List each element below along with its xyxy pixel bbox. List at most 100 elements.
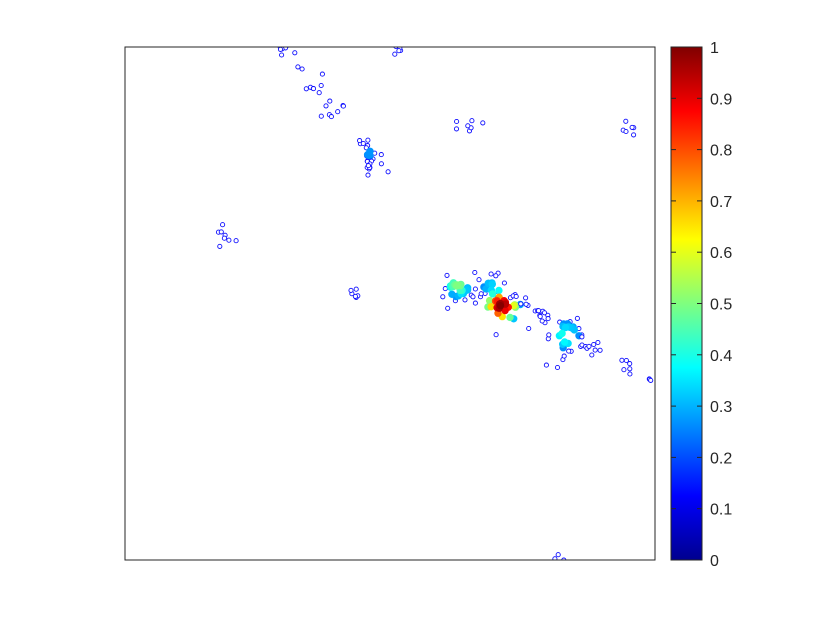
- data-point: [619, 357, 625, 363]
- data-point: [226, 237, 232, 243]
- data-point: [340, 103, 346, 109]
- data-point: [365, 137, 371, 143]
- data-point: [365, 172, 371, 178]
- data-point: [348, 287, 354, 293]
- colorbar-tick-label: 0.1: [710, 502, 732, 519]
- data-point: [303, 86, 309, 92]
- data-point: [495, 286, 503, 295]
- data-point: [472, 300, 478, 306]
- data-point: [392, 51, 398, 57]
- colorbar-tick-label: 0.2: [710, 450, 732, 467]
- data-point: [279, 52, 285, 58]
- data-point: [561, 323, 570, 332]
- data-point: [220, 222, 226, 228]
- data-point: [316, 90, 322, 96]
- colorbar-ticks: 0 0.1 0.2 0.3 0.4 0.5 0.6 0.7 0.8 0.9 1: [671, 40, 732, 570]
- data-point: [299, 66, 305, 72]
- data-point: [488, 290, 497, 298]
- data-point: [579, 334, 585, 340]
- data-point: [591, 341, 597, 348]
- data-point: [574, 315, 580, 321]
- data-point: [472, 269, 478, 276]
- data-point: [561, 353, 567, 359]
- data-point: [623, 128, 629, 135]
- data-point: [552, 556, 558, 560]
- data-point: [360, 140, 366, 147]
- data-point: [365, 163, 371, 169]
- data-point: [513, 293, 519, 300]
- colorbar-tick-label: 0.4: [710, 348, 732, 365]
- data-point: [488, 271, 494, 277]
- data-point: [539, 318, 545, 324]
- data-point: [366, 147, 374, 156]
- data-point: [465, 123, 471, 129]
- data-point: [480, 120, 486, 126]
- data-point: [453, 281, 462, 289]
- data-point: [536, 308, 542, 314]
- heatmap-points: [215, 47, 654, 560]
- data-point: [523, 295, 529, 301]
- data-point: [444, 272, 450, 278]
- data-point: [352, 293, 358, 299]
- data-point: [487, 303, 495, 311]
- data-point: [472, 286, 478, 292]
- data-point: [353, 286, 359, 292]
- data-point: [629, 124, 635, 130]
- data-point: [292, 50, 298, 56]
- data-point: [526, 325, 532, 332]
- data-point: [378, 161, 384, 167]
- data-point: [295, 64, 301, 70]
- data-point: [442, 286, 448, 292]
- data-point: [221, 235, 227, 241]
- data-point: [448, 290, 456, 298]
- data-point: [470, 294, 476, 300]
- plot-area-background: [125, 47, 655, 560]
- data-point: [440, 294, 446, 300]
- colorbar-tick-label: 1: [710, 40, 719, 57]
- data-point: [555, 552, 561, 558]
- data-point: [318, 113, 324, 119]
- data-point: [478, 291, 484, 297]
- data-point: [518, 301, 524, 307]
- data-point: [501, 280, 507, 286]
- data-point: [586, 343, 592, 349]
- data-point: [357, 138, 363, 144]
- data-point: [310, 86, 317, 92]
- colorbar-tick-label: 0.7: [710, 194, 732, 211]
- data-point: [493, 273, 499, 279]
- data-point: [558, 329, 566, 338]
- data-point: [597, 347, 603, 353]
- colorbar-tick-label: 0.6: [710, 245, 732, 262]
- data-point: [627, 366, 633, 372]
- data-point: [496, 302, 505, 310]
- colorbar-tick-label: 0.5: [710, 297, 732, 314]
- data-point: [543, 362, 549, 368]
- data-point: [328, 114, 334, 120]
- data-point: [462, 297, 468, 303]
- data-point: [523, 301, 529, 307]
- data-point: [327, 98, 333, 104]
- data-point: [396, 48, 402, 54]
- colorbar-tick-label: 0.8: [710, 143, 732, 160]
- data-point: [385, 169, 391, 175]
- data-point: [323, 103, 329, 109]
- data-point: [318, 82, 324, 89]
- plot-area-border: [124, 46, 656, 561]
- data-point: [560, 338, 569, 346]
- data-point: [623, 118, 629, 124]
- data-point: [319, 71, 325, 77]
- colorbar: [670, 46, 703, 561]
- data-point: [378, 152, 384, 158]
- data-point: [627, 361, 633, 367]
- data-point: [621, 367, 627, 373]
- data-point: [218, 229, 224, 235]
- data-point: [627, 371, 633, 377]
- data-point: [631, 132, 637, 138]
- data-point: [541, 310, 548, 316]
- data-point: [595, 339, 601, 346]
- data-point: [592, 347, 598, 353]
- data-point: [546, 332, 552, 338]
- data-point: [554, 364, 561, 371]
- data-point: [476, 277, 482, 283]
